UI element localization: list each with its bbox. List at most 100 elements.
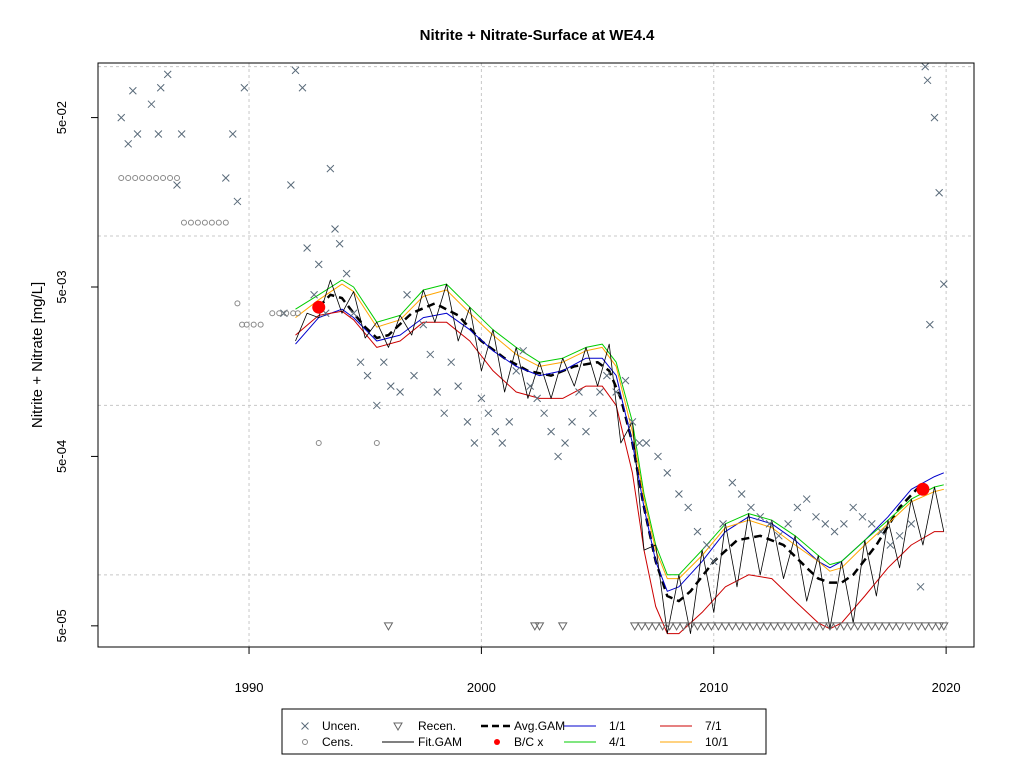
point-recen--11 xyxy=(678,622,689,631)
point-recen--35 xyxy=(845,622,856,631)
point-cens--5 xyxy=(153,174,160,181)
legend-symbol-cens- xyxy=(302,739,308,745)
point-recen--13 xyxy=(692,622,703,631)
point-uncen--53 xyxy=(540,409,548,418)
point-recen--6 xyxy=(643,622,654,631)
point-uncen--37 xyxy=(426,350,435,359)
x-axis: 1990 2000 2010 2020 xyxy=(235,647,961,695)
series-10-1 xyxy=(295,283,944,580)
legend-box xyxy=(281,708,767,755)
series-recen- xyxy=(383,622,949,631)
point-recen--22 xyxy=(755,622,766,631)
legend-item-avg-gam: Avg.GAM xyxy=(481,719,565,733)
point-uncen--18 xyxy=(298,83,307,92)
bc-point-0 xyxy=(312,300,326,314)
legend-label-cens-: Cens. xyxy=(322,735,353,749)
point-recen--30 xyxy=(811,622,821,631)
point-uncen--47 xyxy=(498,439,507,447)
point-recen--44 xyxy=(913,622,924,631)
chart-title: Nitrite + Nitrate-Surface at WE4.4 xyxy=(420,27,655,44)
point-uncen--56 xyxy=(561,439,569,447)
point-uncen--75 xyxy=(719,519,727,528)
point-uncen--64 xyxy=(621,376,630,385)
point-uncen--12 xyxy=(228,130,237,138)
point-uncen--101 xyxy=(935,188,943,197)
point-uncen--16 xyxy=(287,181,295,189)
point-uncen--31 xyxy=(379,358,388,367)
legend-item-7-1: 7/1 xyxy=(660,719,722,733)
point-uncen--1 xyxy=(124,139,133,148)
point-uncen--14 xyxy=(240,83,249,92)
point-cens--13 xyxy=(208,219,215,226)
point-uncen--58 xyxy=(575,388,583,396)
point-uncen--66 xyxy=(635,439,644,447)
point-uncen--5 xyxy=(154,130,163,138)
point-uncen--61 xyxy=(596,388,604,396)
point-recen--25 xyxy=(776,622,787,631)
point-uncen--41 xyxy=(454,382,463,390)
point-uncen--91 xyxy=(867,519,876,528)
point-uncen--84 xyxy=(802,495,811,503)
point-uncen--24 xyxy=(331,225,339,233)
point-recen--19 xyxy=(734,622,745,631)
series-uncen- xyxy=(117,62,948,591)
point-uncen--59 xyxy=(582,427,590,436)
point-uncen--43 xyxy=(470,439,479,447)
point-cens--19 xyxy=(250,321,257,328)
point-cens--22 xyxy=(276,310,283,317)
series-1-1 xyxy=(295,308,944,592)
point-uncen--88 xyxy=(840,519,848,528)
point-uncen--68 xyxy=(654,452,662,461)
point-recen--8 xyxy=(657,622,668,631)
point-cens--4 xyxy=(146,174,153,181)
point-uncen--4 xyxy=(147,100,156,109)
legend-label-b-c-x: B/C x xyxy=(514,735,543,749)
point-uncen--44 xyxy=(477,394,486,403)
legend-symbol-recen- xyxy=(393,722,403,732)
point-recen--17 xyxy=(720,622,731,631)
legend-label-uncen-: Uncen. xyxy=(322,719,360,733)
point-uncen--0 xyxy=(117,113,126,122)
legend-item-10-1: 10/1 xyxy=(660,735,729,749)
point-uncen--85 xyxy=(812,512,820,521)
point-recen--5 xyxy=(636,622,647,631)
point-recen--23 xyxy=(762,622,773,631)
point-uncen--21 xyxy=(314,260,323,269)
point-uncen--55 xyxy=(554,452,562,461)
legend-item-1-1: 1/1 xyxy=(564,719,626,733)
legend-label-4-1: 4/1 xyxy=(609,735,626,749)
point-recen--40 xyxy=(880,622,891,631)
point-uncen--93 xyxy=(886,541,895,549)
point-recen--20 xyxy=(741,622,752,631)
legend-label-recen-: Recen. xyxy=(418,719,456,733)
point-cens--12 xyxy=(201,219,208,226)
point-uncen--42 xyxy=(463,417,472,426)
legend-item-cens-: Cens. xyxy=(302,735,353,749)
point-cens--6 xyxy=(160,174,167,181)
y-tick-label-3: 5e-02 xyxy=(54,101,69,134)
point-recen--29 xyxy=(804,622,814,631)
point-recen--31 xyxy=(818,622,828,631)
point-uncen--82 xyxy=(784,519,792,528)
point-uncen--49 xyxy=(512,366,521,375)
y-axis-label: Nitrite + Nitrate [mg/L] xyxy=(29,282,46,428)
point-recen--3 xyxy=(557,622,568,631)
point-recen--48 xyxy=(938,622,949,631)
y-tick-label-1: 5e-04 xyxy=(54,440,69,473)
points-layer xyxy=(117,62,949,631)
point-uncen--3 xyxy=(133,130,142,138)
point-uncen--48 xyxy=(505,417,514,426)
point-uncen--99 xyxy=(925,320,934,329)
point-recen--38 xyxy=(866,622,877,631)
point-uncen--6 xyxy=(156,83,165,92)
point-cens--11 xyxy=(194,219,201,226)
point-uncen--10 xyxy=(177,130,186,138)
point-uncen--45 xyxy=(484,409,493,418)
legend-label-10-1: 10/1 xyxy=(705,735,729,749)
point-recen--46 xyxy=(927,622,938,631)
x-tick-label-2010: 2010 xyxy=(699,680,728,695)
point-uncen--46 xyxy=(491,427,500,436)
point-uncen--100 xyxy=(930,113,939,122)
point-recen--0 xyxy=(383,622,394,631)
point-recen--42 xyxy=(894,622,905,631)
